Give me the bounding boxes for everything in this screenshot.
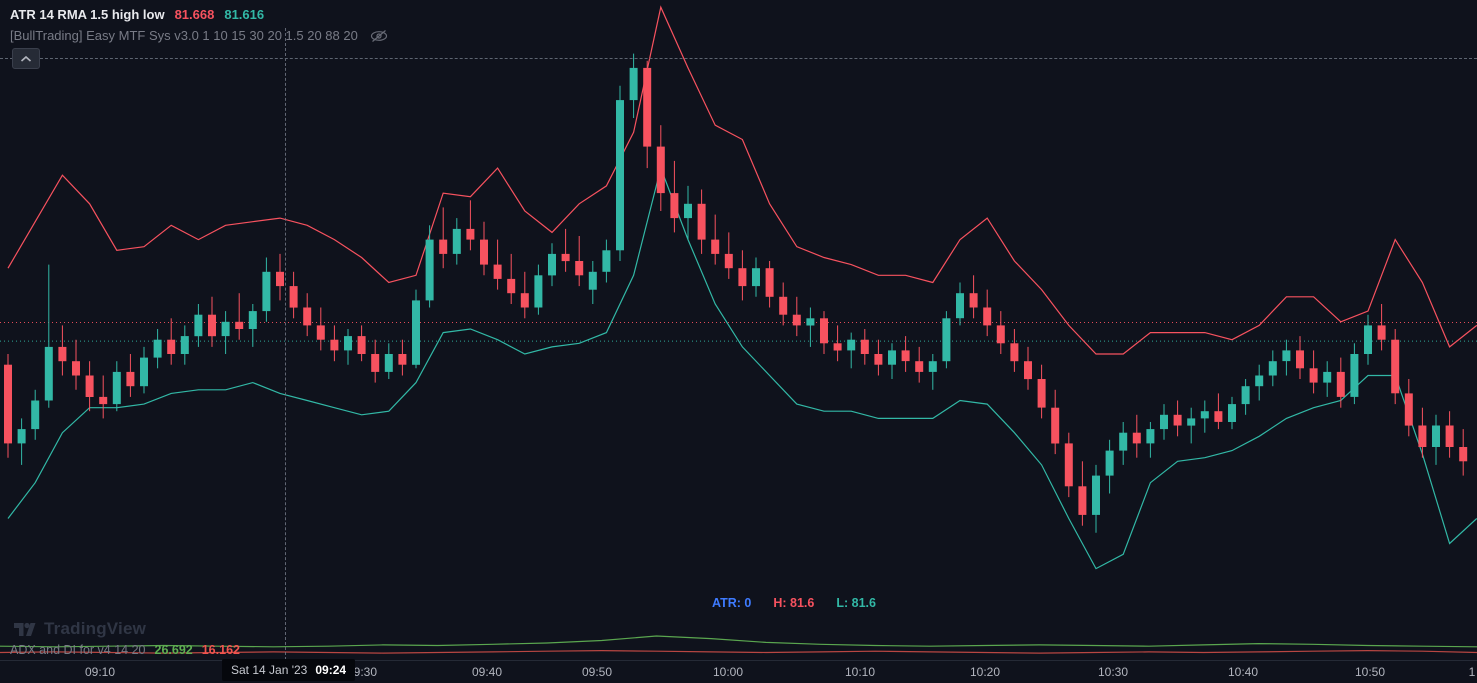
chevron-up-icon	[20, 55, 32, 62]
time-axis-label: 10:20	[969, 665, 1001, 679]
time-axis[interactable]: Sat 14 Jan '23 09:24 09:10 09:30 09:40 09:5…	[0, 659, 1477, 683]
atr-value-label: ATR: 0	[712, 596, 752, 610]
atr-stats-overlay: ATR: 0 H: 81.6 L: 81.6	[712, 596, 876, 610]
pane-collapse-button[interactable]	[12, 48, 40, 69]
atr-indicator-row[interactable]: ATR 14 RMA 1.5 high low 81.668 81.616	[10, 4, 388, 25]
time-axis-label: 09:50	[581, 665, 613, 679]
time-axis-label: 1	[1468, 665, 1476, 679]
time-axis-label: 09:40	[471, 665, 503, 679]
mtf-indicator-row[interactable]: [BullTrading] Easy MTF Sys v3.0 1 10 15 …	[10, 25, 388, 46]
mtf-indicator-title: [BullTrading] Easy MTF Sys v3.0 1 10 15 …	[10, 28, 358, 43]
di-value: 16.162	[201, 643, 240, 657]
indicator-legend: ATR 14 RMA 1.5 high low 81.668 81.616 [B…	[10, 4, 388, 46]
crosshair-time-text: 09:24	[315, 663, 347, 677]
tradingview-watermark-text: TradingView	[44, 619, 147, 638]
atr-high-value: 81.668	[174, 7, 215, 22]
atr-low-label: L: 81.6	[836, 596, 876, 610]
crosshair-vertical-line	[285, 28, 286, 660]
eye-off-icon[interactable]	[370, 29, 388, 43]
atr-indicator-title: ATR 14 RMA 1.5 high low	[10, 7, 165, 22]
time-axis-label: 09:10	[84, 665, 116, 679]
adx-value: 26.692	[154, 643, 193, 657]
crosshair-date-text: Sat 14 Jan '23	[231, 663, 308, 677]
time-axis-label: 10:40	[1227, 665, 1259, 679]
time-axis-label: 10:50	[1354, 665, 1386, 679]
adx-indicator-title: ADX and DI for v4 14 20	[10, 643, 146, 657]
time-axis-label: 10:30	[1097, 665, 1129, 679]
tradingview-logo-icon	[14, 622, 36, 636]
time-axis-label: 10:10	[844, 665, 876, 679]
time-axis-label: 10:00	[712, 665, 744, 679]
atr-low-value: 81.616	[224, 7, 265, 22]
atr-high-label: H: 81.6	[773, 596, 815, 610]
tradingview-watermark: TradingView	[14, 619, 146, 639]
adx-indicator-row[interactable]: ADX and DI for v4 14 20 26.692 16.162	[10, 643, 240, 657]
pane-separator-dashed[interactable]	[0, 58, 1477, 59]
crosshair-time-tooltip: Sat 14 Jan '23 09:24	[222, 659, 356, 681]
